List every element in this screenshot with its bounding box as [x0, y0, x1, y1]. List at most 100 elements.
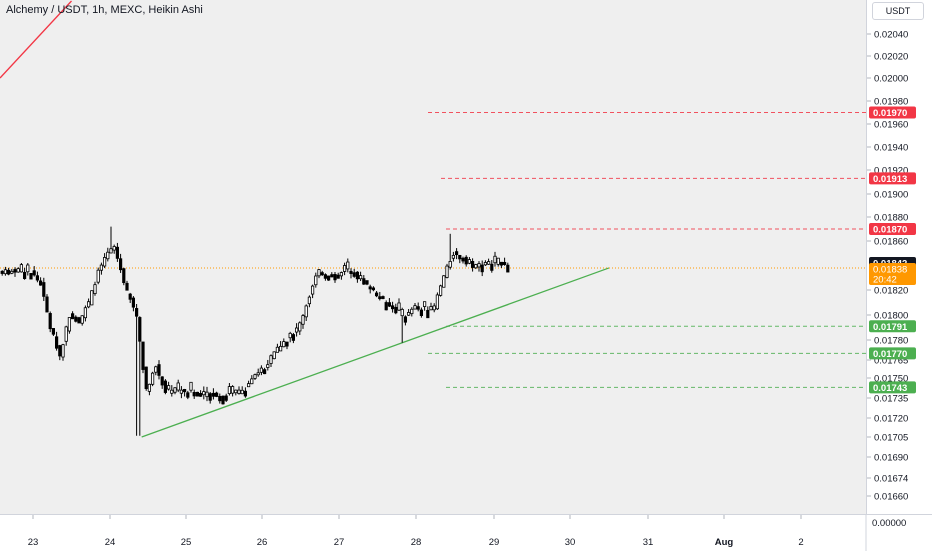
candle-body — [122, 268, 126, 284]
candle — [157, 360, 161, 380]
candle — [163, 379, 167, 395]
price-tick-label: 0.02020 — [874, 52, 908, 63]
candle-body — [330, 274, 334, 278]
candle-body — [192, 392, 196, 397]
candle-body — [87, 301, 91, 308]
candle-body — [131, 297, 135, 308]
candle-body — [170, 389, 174, 394]
candle — [93, 281, 97, 296]
candle — [339, 271, 344, 280]
candle-body — [55, 336, 59, 349]
candle — [419, 307, 424, 318]
candle — [7, 267, 11, 276]
candle-body — [7, 269, 11, 275]
resistance-level-tag: 0.01970 — [869, 106, 916, 119]
candle-body — [410, 308, 414, 315]
candle — [67, 317, 71, 334]
candle — [378, 291, 382, 301]
candle — [154, 365, 158, 376]
candle — [80, 315, 84, 326]
chart-plot-area[interactable]: Alchemy / USDT, 1h, MEXC, Heikin Ashi — [0, 0, 866, 514]
candle — [403, 315, 408, 326]
candle — [502, 257, 507, 266]
candle — [87, 298, 91, 309]
candle — [138, 316, 142, 436]
candle — [451, 251, 456, 262]
candle-body — [205, 391, 209, 398]
candle — [429, 302, 433, 311]
candle-body — [58, 345, 62, 357]
candle — [90, 290, 94, 306]
candle — [176, 379, 180, 393]
candle-body — [39, 280, 43, 286]
level-tag-bg — [869, 223, 916, 235]
candle — [166, 381, 171, 391]
level-tag-bg — [869, 347, 916, 360]
candle-body — [48, 313, 52, 330]
price-tick-label: 0.01720 — [874, 414, 908, 425]
price-tick-label: 0.01660 — [874, 492, 908, 503]
price-tick-label: 0.01800 — [874, 311, 908, 322]
candle — [71, 311, 75, 320]
candle-body — [10, 270, 14, 274]
price-axis[interactable]: 0.02040 0.02020 0.02000 0.01980 0.01960 0.019… — [866, 0, 932, 514]
candle-body — [403, 316, 408, 323]
time-tick-label: 29 — [489, 537, 500, 548]
candle-body — [278, 345, 283, 352]
candle-body — [496, 257, 500, 265]
candle — [438, 284, 443, 297]
candle — [442, 275, 446, 288]
candle — [422, 301, 427, 311]
candle-body — [134, 308, 139, 317]
candle — [141, 341, 145, 374]
time-axis-scale: 0.00000 23 24 25 26 27 28 29 30 31 Aug 2 — [28, 515, 906, 551]
candle — [198, 390, 203, 397]
candle-body — [461, 257, 465, 262]
time-tick-label: Aug — [715, 537, 734, 548]
price-tick-label: 0.01735 — [874, 394, 908, 405]
candle-body — [128, 293, 132, 300]
candle-body — [74, 316, 78, 322]
candle — [224, 393, 228, 403]
price-tick-label: 0.02000 — [874, 74, 908, 85]
candle-body — [51, 328, 56, 335]
currency-button[interactable]: USDT — [872, 2, 924, 20]
candle — [291, 332, 296, 344]
candle-body — [326, 275, 331, 281]
candle — [112, 244, 116, 254]
candle — [278, 341, 283, 352]
candle — [320, 270, 324, 276]
candle — [51, 328, 56, 337]
candle — [32, 266, 36, 277]
candle-body — [157, 364, 161, 376]
time-axis[interactable]: 0.00000 23 24 25 26 27 28 29 30 31 Aug 2 — [0, 514, 932, 551]
support-level-tag: 0.01791 — [869, 320, 916, 333]
candle — [64, 325, 68, 346]
candle — [3, 266, 7, 276]
candle-body — [234, 389, 238, 394]
candle-body — [310, 285, 315, 295]
candle — [294, 323, 299, 337]
candle — [205, 386, 209, 402]
support-level-tag: 0.01743 — [869, 381, 916, 394]
candle-body — [483, 262, 488, 266]
candle — [144, 366, 148, 391]
candle — [211, 388, 215, 400]
candle-body — [3, 269, 7, 275]
candle-body — [307, 296, 312, 305]
price-chart-canvas[interactable] — [0, 0, 866, 514]
candle — [237, 386, 241, 395]
price-axis-scale: 0.020400.020200.020000.019800.019600.019… — [867, 30, 916, 503]
candle-body — [394, 306, 398, 314]
level-tag-bg — [869, 106, 916, 119]
time-tick-label: 30 — [565, 537, 576, 548]
price-tick-label: 0.01780 — [874, 336, 908, 347]
price-tick-label: 0.01750 — [874, 374, 908, 385]
resistance-level-tag: 0.01870 — [869, 223, 916, 236]
candle-body — [243, 390, 247, 397]
candle-body — [22, 271, 27, 279]
candle-body — [109, 248, 113, 254]
candle-body — [173, 387, 177, 393]
candle-body — [336, 274, 340, 279]
price-tick-label: 0.01920 — [874, 166, 908, 177]
